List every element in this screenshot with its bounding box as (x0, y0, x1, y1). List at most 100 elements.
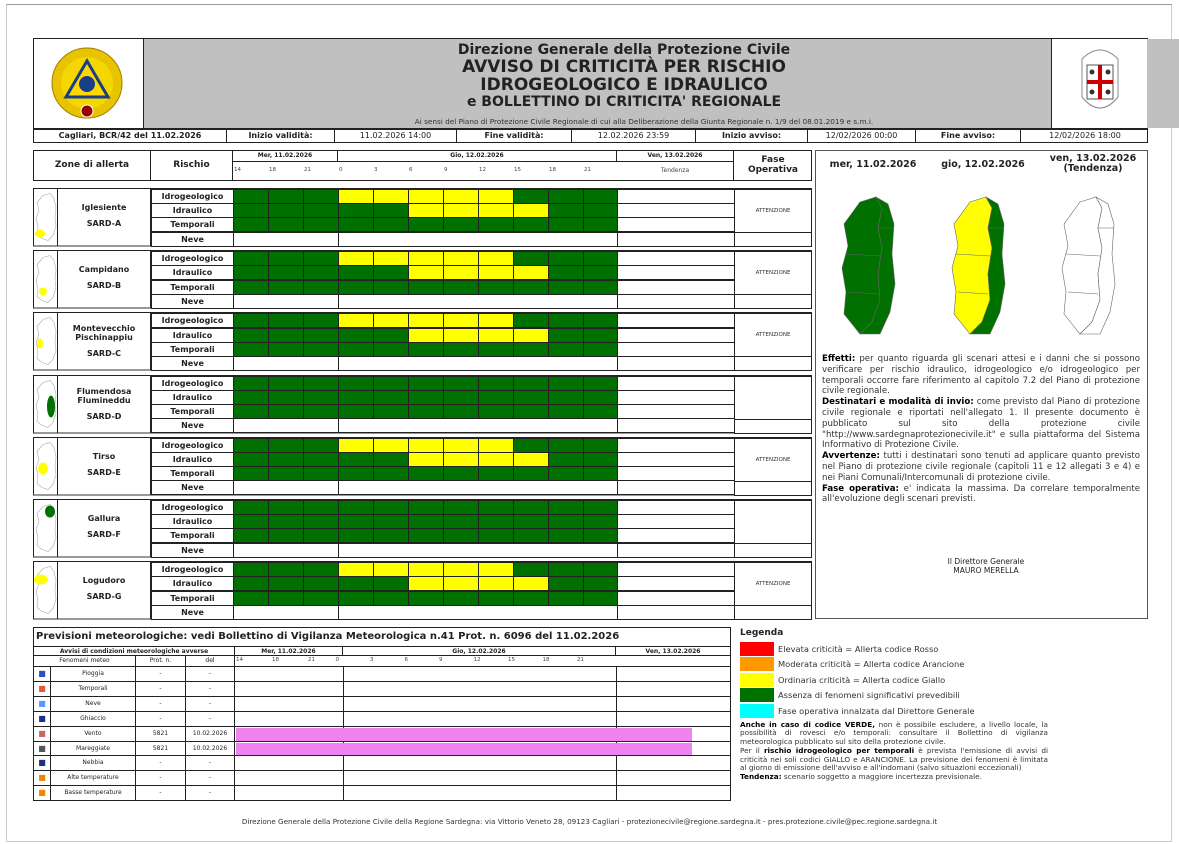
risk-cell (513, 251, 549, 267)
risk-cell (268, 217, 304, 233)
thermometer-hot-icon: ■ (34, 771, 51, 786)
snow-cell-day1 (233, 542, 339, 558)
risk-cell (513, 389, 549, 405)
alert-start-label: Inizio avviso: (696, 130, 808, 143)
risk-label-idraulico: Idraulico (151, 265, 234, 281)
risk-cell (233, 403, 269, 419)
prot-date: - (186, 696, 235, 711)
risk-cell (443, 265, 479, 281)
risk-cell (303, 466, 339, 482)
risk-cell (548, 514, 584, 530)
day-divider (343, 667, 344, 681)
risk-cell (373, 313, 409, 329)
legend-label: Assenza di fenomeni significativi preved… (778, 690, 960, 701)
phase-snow-cell (734, 480, 812, 496)
risk-cell (478, 265, 514, 281)
risk-cell (513, 514, 549, 530)
day-divider (343, 771, 344, 786)
map-east (859, 196, 896, 335)
risk-cell (513, 528, 549, 544)
legend-label: Fase operativa innalzata dal Direttore G… (778, 705, 975, 716)
prot-number: - (136, 681, 186, 696)
risk-label-temporali: Temporali (151, 466, 234, 482)
legend-item: Elevata criticità = Allerta codice Rosso (740, 641, 1145, 657)
phenomenon-name: Neve (51, 696, 136, 711)
bulletin-ref: Cagliari, BCR/42 del 11.02.2026 (34, 130, 227, 143)
day1-header: Mer, 11.02.2026 (233, 151, 338, 162)
risk-cell (233, 203, 269, 219)
signer-name: MAURO MERELLA (953, 566, 1019, 575)
risk-cell (548, 327, 584, 343)
risk-cell (303, 189, 339, 204)
risk-cell (268, 327, 304, 343)
risk-cell (303, 265, 339, 281)
risk-cell (268, 265, 304, 281)
hour-label: 3 (374, 167, 378, 173)
note3-bold: Tendenza: (740, 772, 782, 782)
risk-label-temporali: Temporali (151, 403, 234, 419)
zone-code: SARD-D (86, 411, 122, 421)
prot-number: - (136, 711, 186, 726)
risk-cell (268, 189, 304, 204)
legend-notes: Anche in caso di codice VERDE, non è pos… (740, 719, 1048, 783)
risk-cell (408, 279, 444, 295)
snow-cell-day2 (338, 231, 618, 247)
risk-cell (268, 437, 304, 453)
risk-cell (233, 590, 269, 606)
risk-label-idraulico: Idraulico (151, 514, 234, 530)
risk-cell (303, 375, 339, 391)
risk-cell (268, 576, 304, 592)
risk-cell (443, 576, 479, 592)
risk-cell (233, 437, 269, 453)
note3: scenario soggetto a maggiore incertezza … (781, 772, 982, 782)
meteo-warning-bar (236, 742, 692, 756)
risk-cell (478, 189, 514, 204)
phase-cell: ATTENZIONE (734, 313, 812, 358)
prot-date: 10.02.2026 (186, 741, 235, 756)
risk-cell (443, 375, 479, 391)
risk-cell (443, 279, 479, 295)
phase-cell: ATTENZIONE (734, 562, 812, 607)
end-label: Fine validità: (457, 130, 572, 143)
zone-name: Montevecchio Pischinappiu SARD-C (58, 313, 151, 371)
prot-number: 5821 (136, 741, 186, 756)
risk-cell (303, 576, 339, 592)
day-divider (616, 711, 617, 726)
snow-cell-day1 (233, 231, 339, 247)
day-divider (343, 696, 344, 711)
risk-cell (548, 403, 584, 419)
hour-label: 15 (514, 167, 521, 173)
risk-cell (233, 514, 269, 530)
snow-cell-day1 (233, 480, 339, 496)
regione-sardegna-logo-icon (51, 47, 123, 119)
hour-label: 14 (234, 167, 241, 173)
trend-cell (617, 466, 735, 482)
risk-cell (373, 217, 409, 233)
risk-cell (233, 265, 269, 281)
risk-cell (443, 437, 479, 453)
phase-cell (734, 375, 812, 420)
note2-bold: rischio idrogeologico per temporali (763, 745, 915, 755)
risk-cell (408, 576, 444, 592)
trend-cell (617, 590, 735, 606)
snow-cell-day2 (338, 604, 618, 620)
risk-cell (338, 279, 374, 295)
risk-cell (408, 562, 444, 578)
phenomenon-name: Temporali (51, 681, 136, 696)
legend-swatch (740, 703, 774, 718)
risk-label-idraulico: Idraulico (151, 451, 234, 467)
footer: Direzione Generale della Protezione Civi… (241, 817, 938, 826)
phase-cell: ATTENZIONE (734, 189, 812, 233)
risk-cell (303, 389, 339, 405)
risk-cell (233, 251, 269, 267)
trend-cell (617, 341, 735, 357)
note1: non è possibile escludere, a livello loc… (740, 719, 1048, 747)
day-divider (343, 711, 344, 726)
risk-cell (408, 341, 444, 357)
snow-cell-day1 (233, 418, 339, 434)
risk-cell (233, 375, 269, 391)
risk-cell (233, 562, 269, 578)
trend-cell (617, 562, 735, 578)
risk-cell (338, 590, 374, 606)
hour-label: 12 (479, 167, 486, 173)
